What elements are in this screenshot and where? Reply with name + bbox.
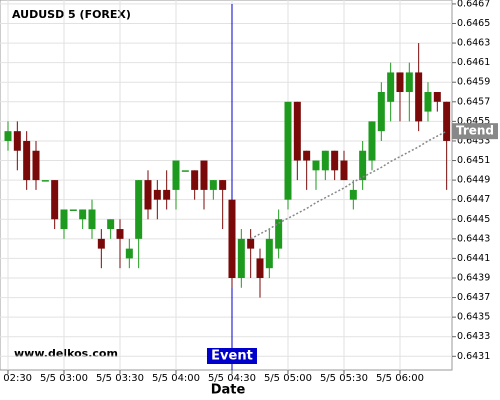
- candle-body: [135, 180, 143, 239]
- y-tick-label: 0.6447: [457, 194, 490, 205]
- candle-body: [415, 72, 423, 122]
- x-axis-label: Date: [211, 383, 246, 398]
- candle-body: [312, 160, 320, 171]
- candle-body: [396, 72, 404, 93]
- candle-body: [256, 258, 264, 278]
- candle-body: [387, 72, 395, 102]
- y-tick-label: 0.6433: [457, 331, 490, 342]
- candle-body: [284, 101, 292, 200]
- trend-line: [250, 130, 447, 240]
- y-tick-label: 0.6437: [457, 292, 490, 303]
- x-tick-label: 5/5 03:30: [96, 373, 144, 384]
- candle-body: [97, 238, 105, 249]
- candle-body: [13, 131, 21, 151]
- candle-body: [265, 238, 273, 269]
- y-tick-label: 0.6453: [457, 135, 490, 146]
- candle-body: [349, 189, 357, 200]
- candle-body: [163, 189, 171, 200]
- candle-body: [377, 92, 385, 132]
- candle-body: [424, 92, 432, 112]
- y-tick-label: 0.6443: [457, 233, 490, 244]
- candle-body: [69, 209, 77, 211]
- y-tick-label: 0.6439: [457, 272, 490, 283]
- y-tick-label: 0.6449: [457, 175, 490, 186]
- candle-body: [405, 72, 413, 93]
- candle-body: [153, 189, 161, 200]
- candle-body: [23, 140, 31, 181]
- y-tick-label: 0.6457: [457, 96, 490, 107]
- candle-body: [209, 180, 217, 190]
- y-tick-label: 0.6435: [457, 312, 490, 323]
- candle-body: [293, 101, 301, 161]
- candle-body: [443, 101, 451, 141]
- x-tick-label: 5/5 05:30: [320, 373, 368, 384]
- candle-body: [107, 219, 115, 230]
- y-tick-label: 0.6441: [457, 253, 490, 264]
- trend-label-box: [452, 123, 498, 140]
- x-tick-label: 5/5 02:30: [0, 373, 32, 384]
- candle-body: [51, 180, 59, 220]
- candle-body: [144, 180, 152, 210]
- candle-body: [41, 180, 49, 182]
- candle-body: [237, 238, 245, 278]
- candle-body: [88, 209, 96, 230]
- x-tick-label: 5/5 03:00: [40, 373, 88, 384]
- y-tick-label: 0.6445: [457, 214, 490, 225]
- candle-body: [116, 229, 124, 239]
- candle-body: [200, 160, 208, 190]
- x-tick-label: 5/5 04:00: [152, 373, 200, 384]
- candle-body: [4, 131, 12, 141]
- candle-body: [368, 121, 376, 161]
- y-tick-label: 0.6463: [457, 38, 490, 49]
- candle-body: [172, 160, 180, 190]
- candle-body: [303, 150, 311, 161]
- x-tick-label: 5/5 05:00: [264, 373, 312, 384]
- chart-title: AUDUSD 5 (FOREX): [12, 8, 131, 21]
- event-label-box: [206, 348, 257, 364]
- x-tick-label: 5/5 04:30: [208, 373, 256, 384]
- candle-body: [359, 150, 367, 181]
- x-tick-label: 5/5 06:00: [376, 373, 424, 384]
- trend-label: Trend: [456, 124, 494, 138]
- candle-body: [275, 219, 283, 249]
- candle-body: [60, 209, 68, 230]
- y-tick-label: 0.6451: [457, 155, 490, 166]
- candle-body: [32, 150, 40, 181]
- candle-body: [79, 209, 87, 220]
- candle-body: [219, 180, 227, 190]
- candle-body: [321, 150, 329, 171]
- y-tick-label: 0.6455: [457, 116, 490, 127]
- y-tick-label: 0.6459: [457, 77, 490, 88]
- watermark: www.delkos.com: [14, 347, 118, 360]
- candle-body: [181, 170, 189, 172]
- candle-body: [191, 170, 199, 190]
- candle-body: [247, 238, 255, 249]
- candle-body: [340, 160, 348, 181]
- candle-body: [125, 248, 133, 259]
- y-tick-label: 0.6461: [457, 57, 490, 68]
- y-tick-label: 0.6465: [457, 18, 490, 29]
- y-tick-label: 0.6431: [457, 351, 490, 362]
- candle-body: [331, 150, 339, 171]
- event-label: Event: [211, 349, 253, 364]
- candle-body: [228, 199, 236, 278]
- y-tick-label: 0.6467: [457, 0, 490, 9]
- candle-body: [433, 92, 441, 102]
